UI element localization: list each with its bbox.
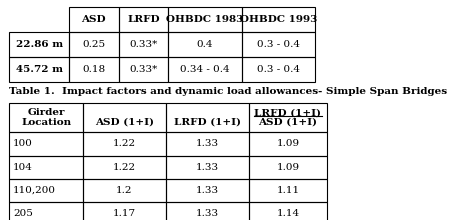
Bar [9, 132, 83, 156]
Text: 1.09: 1.09 [276, 163, 300, 172]
Bar [166, 132, 249, 156]
Bar [168, 57, 242, 82]
Text: 205: 205 [13, 209, 33, 218]
Text: 22.86 m: 22.86 m [16, 40, 63, 49]
Text: 0.33*: 0.33* [129, 65, 157, 74]
Text: ASD (1+I): ASD (1+I) [95, 118, 154, 127]
Text: 1.33: 1.33 [196, 209, 219, 218]
Text: OHBDC 1993: OHBDC 1993 [240, 15, 317, 24]
Bar [9, 103, 83, 132]
Text: Table 1.  Impact factors and dynamic load allowances- Simple Span Bridges: Table 1. Impact factors and dynamic load… [9, 87, 447, 96]
Text: 0.18: 0.18 [82, 65, 105, 74]
Text: 1.09: 1.09 [276, 139, 300, 148]
Bar [166, 202, 249, 220]
Bar [118, 7, 168, 32]
Bar [118, 57, 168, 82]
Bar [83, 132, 166, 156]
Text: 0.3 - 0.4: 0.3 - 0.4 [257, 65, 300, 74]
Bar [83, 103, 166, 132]
Text: 0.25: 0.25 [82, 40, 105, 49]
Text: 0.3 - 0.4: 0.3 - 0.4 [257, 40, 300, 49]
Text: 100: 100 [13, 139, 33, 148]
Text: 1.22: 1.22 [113, 163, 136, 172]
Bar [242, 57, 315, 82]
Bar [166, 156, 249, 179]
Text: 0.4: 0.4 [197, 40, 213, 49]
Bar [69, 57, 118, 82]
Bar [69, 7, 118, 32]
Bar [249, 156, 327, 179]
Bar [69, 32, 118, 57]
Bar [118, 32, 168, 57]
Bar [166, 103, 249, 132]
Bar [83, 179, 166, 202]
Text: 0.33*: 0.33* [129, 40, 157, 49]
Bar [242, 32, 315, 57]
Bar [9, 32, 69, 57]
Bar [168, 32, 242, 57]
Bar [9, 57, 69, 82]
Text: 1.17: 1.17 [113, 209, 136, 218]
Text: LRFD (1+I): LRFD (1+I) [255, 108, 321, 117]
Bar [249, 132, 327, 156]
Text: OHBDC 1983: OHBDC 1983 [166, 15, 244, 24]
Text: ASD (1+I): ASD (1+I) [258, 118, 318, 127]
Bar [9, 202, 83, 220]
Text: 45.72 m: 45.72 m [16, 65, 63, 74]
Bar [249, 103, 327, 132]
Bar [166, 179, 249, 202]
Text: 1.33: 1.33 [196, 139, 219, 148]
Bar [168, 7, 242, 32]
Bar [9, 179, 83, 202]
Text: Girder: Girder [27, 108, 65, 117]
Text: 1.2: 1.2 [116, 186, 133, 195]
Text: 1.33: 1.33 [196, 163, 219, 172]
Bar [9, 156, 83, 179]
Text: 104: 104 [13, 163, 33, 172]
Text: ASD: ASD [82, 15, 106, 24]
Text: Location: Location [21, 118, 71, 127]
Text: 0.34 - 0.4: 0.34 - 0.4 [180, 65, 230, 74]
Text: 110,200: 110,200 [13, 186, 56, 195]
Text: 1.33: 1.33 [196, 186, 219, 195]
Bar [249, 179, 327, 202]
Bar [83, 202, 166, 220]
Bar [242, 7, 315, 32]
Text: LRFD (1+I): LRFD (1+I) [174, 118, 241, 127]
Text: 1.14: 1.14 [276, 209, 300, 218]
Text: 1.22: 1.22 [113, 139, 136, 148]
Text: 1.11: 1.11 [276, 186, 300, 195]
Bar [83, 156, 166, 179]
Bar [249, 202, 327, 220]
Text: LRFD: LRFD [127, 15, 160, 24]
